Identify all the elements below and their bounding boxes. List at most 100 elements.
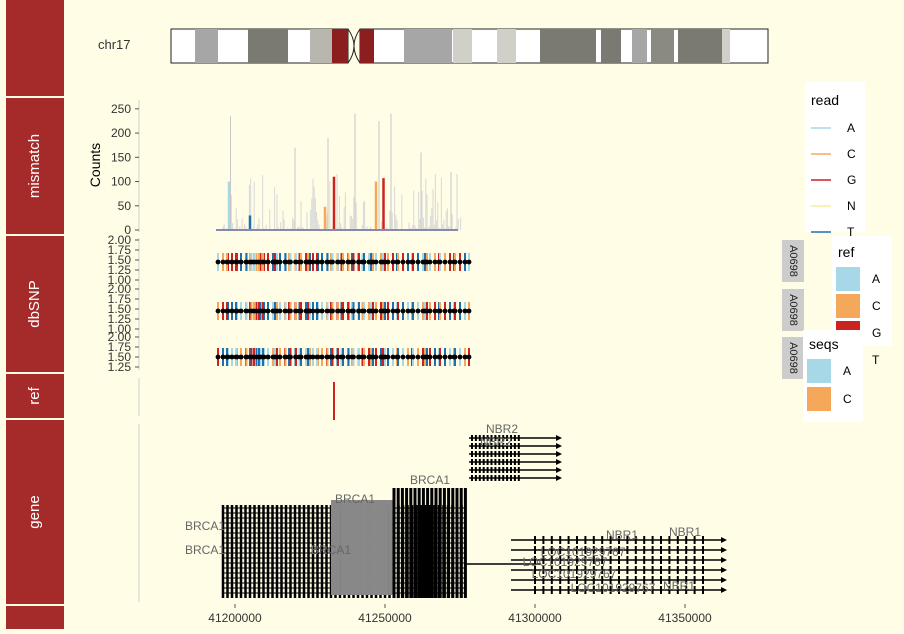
- gene-label: BRCA1: [335, 492, 375, 506]
- snp-point: [298, 308, 304, 314]
- snp-point: [380, 259, 386, 265]
- snp-point: [330, 259, 335, 265]
- gene-arrow: [556, 435, 562, 441]
- snp-point: [265, 354, 271, 360]
- snp-point: [215, 259, 221, 265]
- snp-point: [400, 354, 406, 360]
- track-label-gene: gene: [26, 495, 43, 528]
- x-tick-label: 41350000: [658, 611, 712, 625]
- track-label-mismatch: mismatch: [26, 134, 43, 198]
- gene-label: BRCA1: [185, 543, 225, 557]
- snp-point: [346, 259, 351, 265]
- dbsnp-ytick-label: 2.00: [108, 330, 132, 344]
- snp-point: [351, 259, 356, 265]
- snp-point: [395, 308, 401, 314]
- snp-point: [466, 308, 472, 314]
- legend-seqs: seqs AC: [803, 330, 863, 422]
- snp-point: [368, 259, 374, 265]
- gene-arrow: [721, 577, 727, 583]
- band: [651, 29, 674, 63]
- dbsnp-ytick-label: 1.00: [108, 273, 132, 287]
- dbsnp-ytick-label: 1.25: [108, 263, 132, 277]
- snp-point: [293, 354, 299, 360]
- snp-point: [319, 354, 325, 360]
- dbsnp-ytick-label: 1.50: [108, 350, 132, 364]
- dbsnp-facet-label: A0698: [787, 245, 799, 277]
- gene-label: LOC101929767: [532, 567, 617, 581]
- gene-label: NBR1: [669, 525, 701, 539]
- snp-point: [380, 308, 386, 314]
- legend-label: G: [872, 326, 881, 340]
- mismatch-ytick-label: 100: [111, 175, 131, 189]
- ref-panel: [138, 378, 335, 420]
- gene-arrow: [556, 451, 562, 457]
- snp-point: [437, 259, 443, 265]
- snp-point: [260, 308, 266, 314]
- gene-arrow: [721, 567, 727, 573]
- snp-point: [288, 354, 293, 360]
- band: [195, 29, 218, 63]
- legend-key: [807, 387, 831, 411]
- snp-point: [244, 259, 249, 265]
- legend-label: G: [847, 173, 856, 187]
- snp-point: [265, 259, 271, 265]
- snp-point: [462, 259, 468, 265]
- snp-point: [346, 308, 351, 314]
- legend-ref-title: ref: [838, 244, 854, 260]
- snp-point: [272, 259, 278, 265]
- snp-point: [251, 308, 257, 314]
- strip-gene: [6, 420, 64, 604]
- dbsnp-ytick-label: 1.50: [108, 302, 132, 316]
- dbsnp-facet-label: A0698: [787, 342, 799, 374]
- snp-point: [410, 354, 416, 360]
- dbsnp-ytick-label: 1.25: [108, 312, 132, 326]
- snp-point: [233, 354, 239, 360]
- snp-point: [373, 259, 379, 265]
- mismatch-panel: Counts 0 50 100 150 200 250: [87, 100, 463, 237]
- snp-point: [288, 308, 293, 314]
- dbsnp-ytick-label: 1.50: [108, 253, 132, 267]
- strip-ideogram: [6, 0, 64, 96]
- snp-point: [229, 354, 235, 360]
- dbsnp-ytick-label: 1.25: [108, 360, 132, 374]
- snp-point: [452, 259, 458, 265]
- snp-point: [405, 354, 411, 360]
- snp-point: [447, 308, 453, 314]
- legend-label: N: [847, 199, 856, 213]
- snp-point: [233, 308, 239, 314]
- snp-point: [390, 308, 396, 314]
- dbsnp-facet-strip: [782, 337, 804, 379]
- gene-label-overlap: [340, 500, 346, 595]
- snp-point: [335, 354, 341, 360]
- track-label-dbsnp: dbSNP: [26, 280, 43, 328]
- snp-point: [283, 308, 288, 314]
- snp-point: [229, 308, 235, 314]
- dbsnp-ytick-label: 2.00: [108, 282, 132, 296]
- gene-label: LOC101929767: [523, 555, 608, 569]
- snp-point: [314, 308, 320, 314]
- snp-point: [277, 259, 283, 265]
- snp-point: [395, 354, 401, 360]
- snp-point: [466, 259, 472, 265]
- legend-read-title: read: [811, 92, 839, 108]
- track-label-ref: ref: [26, 386, 43, 404]
- snp-point: [437, 354, 443, 360]
- dbsnp-facet-label: A0698: [787, 294, 799, 326]
- snp-point: [305, 354, 311, 360]
- mismatch-ylabel: Counts: [87, 143, 103, 187]
- legend-key: [807, 359, 831, 383]
- snp-point: [368, 308, 374, 314]
- mismatch-ytick-label: 150: [111, 150, 131, 164]
- snp-point: [251, 354, 257, 360]
- gene-label: NBR1: [663, 579, 695, 593]
- snp-point: [452, 354, 458, 360]
- band: [632, 29, 647, 63]
- snp-point: [340, 354, 346, 360]
- dbsnp-ytick-label: 1.75: [108, 292, 132, 306]
- gene-label-overlap: [345, 500, 351, 595]
- gene-label-overlap: [350, 500, 356, 595]
- snp-point: [325, 308, 330, 314]
- snp-point: [256, 354, 262, 360]
